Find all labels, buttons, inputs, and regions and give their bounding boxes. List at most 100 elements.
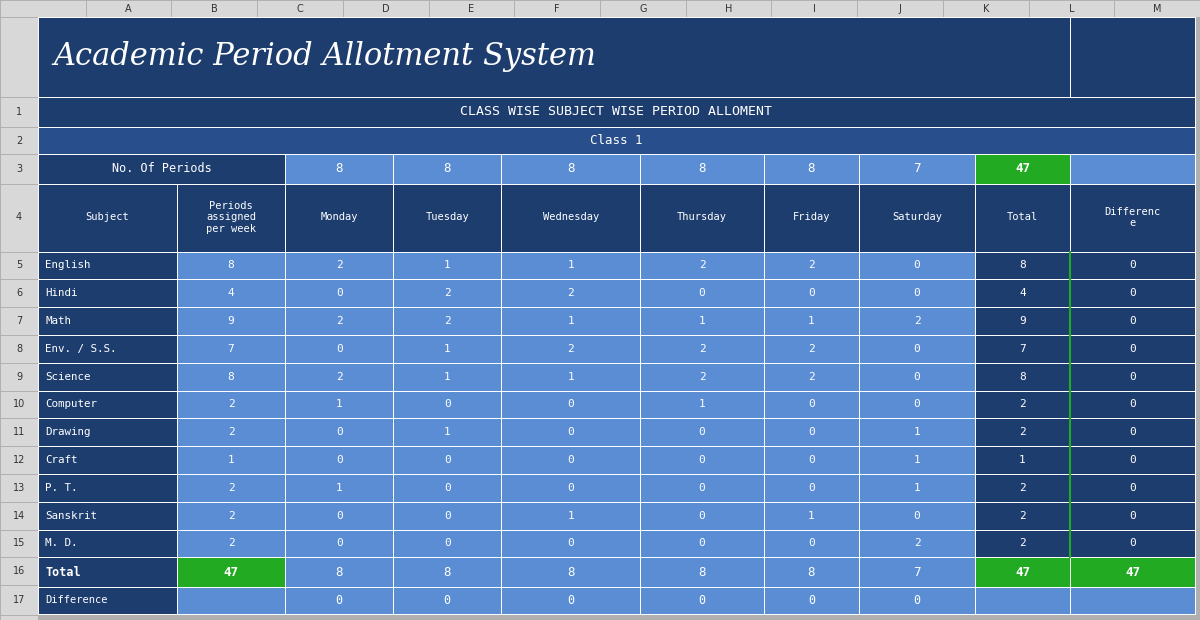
Text: M. D.: M. D. xyxy=(46,538,78,549)
Bar xyxy=(641,184,764,252)
Bar xyxy=(176,391,286,419)
Bar xyxy=(943,0,1028,17)
Bar xyxy=(38,154,286,184)
Bar xyxy=(394,474,502,502)
Text: 14: 14 xyxy=(13,511,25,521)
Text: 0: 0 xyxy=(698,288,706,298)
Bar xyxy=(859,184,974,252)
Text: 4: 4 xyxy=(228,288,234,298)
Bar xyxy=(0,557,38,585)
Text: 0: 0 xyxy=(913,344,920,354)
Bar xyxy=(974,307,1070,335)
Text: 2: 2 xyxy=(808,371,815,381)
Bar xyxy=(859,418,974,446)
Text: 8: 8 xyxy=(444,162,451,175)
Bar xyxy=(1070,363,1195,391)
Bar xyxy=(38,184,176,252)
Text: 0: 0 xyxy=(808,594,815,607)
Bar xyxy=(502,446,641,474)
Bar xyxy=(764,154,859,184)
Text: 2: 2 xyxy=(568,344,574,354)
Text: Periods
assigned
per week: Periods assigned per week xyxy=(206,201,256,234)
Text: 2: 2 xyxy=(336,316,342,326)
Text: 9: 9 xyxy=(1019,316,1026,326)
Bar xyxy=(502,363,641,391)
Bar xyxy=(764,502,859,529)
Bar xyxy=(502,154,641,184)
Bar xyxy=(1070,557,1195,587)
Bar xyxy=(0,17,38,97)
Text: 0: 0 xyxy=(808,288,815,298)
Bar xyxy=(394,252,502,279)
Bar xyxy=(1070,17,1195,97)
Text: D: D xyxy=(382,4,390,14)
Text: B: B xyxy=(211,4,217,14)
Bar xyxy=(685,0,772,17)
Text: Class 1: Class 1 xyxy=(590,134,643,147)
Bar xyxy=(38,279,176,307)
Bar xyxy=(394,279,502,307)
Bar xyxy=(286,391,394,419)
Bar xyxy=(641,502,764,529)
Bar xyxy=(38,502,176,529)
Text: 0: 0 xyxy=(336,455,342,465)
Text: 0: 0 xyxy=(1129,371,1136,381)
Text: 0: 0 xyxy=(568,594,575,607)
Bar xyxy=(176,335,286,363)
Text: 0: 0 xyxy=(698,483,706,493)
Text: 2: 2 xyxy=(698,344,706,354)
Text: Hindi: Hindi xyxy=(46,288,78,298)
Bar xyxy=(286,587,394,614)
Text: 8: 8 xyxy=(808,162,815,175)
Text: 8: 8 xyxy=(336,565,343,578)
Text: CLASS WISE SUBJECT WISE PERIOD ALLOMENT: CLASS WISE SUBJECT WISE PERIOD ALLOMENT xyxy=(461,105,773,118)
Bar xyxy=(38,557,176,587)
Text: 0: 0 xyxy=(568,538,574,549)
Text: 13: 13 xyxy=(13,483,25,493)
Bar xyxy=(641,587,764,614)
Text: 2: 2 xyxy=(808,260,815,270)
Bar xyxy=(394,418,502,446)
Bar xyxy=(974,335,1070,363)
Bar xyxy=(974,279,1070,307)
Bar xyxy=(0,502,38,529)
Bar xyxy=(394,502,502,529)
Text: Saturday: Saturday xyxy=(892,213,942,223)
Bar xyxy=(502,474,641,502)
Text: 0: 0 xyxy=(698,511,706,521)
Bar xyxy=(859,279,974,307)
Bar xyxy=(1070,587,1195,614)
Text: 2: 2 xyxy=(913,316,920,326)
Text: Craft: Craft xyxy=(46,455,78,465)
Text: Subject: Subject xyxy=(85,213,130,223)
Bar xyxy=(764,446,859,474)
Text: 0: 0 xyxy=(336,511,342,521)
Bar xyxy=(85,0,172,17)
Bar xyxy=(0,614,38,620)
Bar xyxy=(176,446,286,474)
Text: Env. / S.S.: Env. / S.S. xyxy=(46,344,116,354)
Bar xyxy=(176,307,286,335)
Bar xyxy=(974,154,1070,184)
Bar xyxy=(641,391,764,419)
Bar xyxy=(1070,502,1195,529)
Bar xyxy=(641,474,764,502)
Bar xyxy=(38,418,176,446)
Bar xyxy=(764,279,859,307)
Text: 0: 0 xyxy=(336,344,342,354)
Bar xyxy=(502,279,641,307)
Bar xyxy=(641,446,764,474)
Bar xyxy=(974,557,1070,587)
Text: Computer: Computer xyxy=(46,399,97,409)
Bar xyxy=(764,363,859,391)
Text: 0: 0 xyxy=(1129,427,1136,437)
Bar xyxy=(502,252,641,279)
Text: 0: 0 xyxy=(1129,344,1136,354)
Text: 0: 0 xyxy=(1129,511,1136,521)
Bar xyxy=(176,587,286,614)
Bar xyxy=(38,335,176,363)
Text: 2: 2 xyxy=(698,371,706,381)
Bar xyxy=(1070,184,1195,252)
Bar xyxy=(38,587,176,614)
Bar xyxy=(286,184,394,252)
